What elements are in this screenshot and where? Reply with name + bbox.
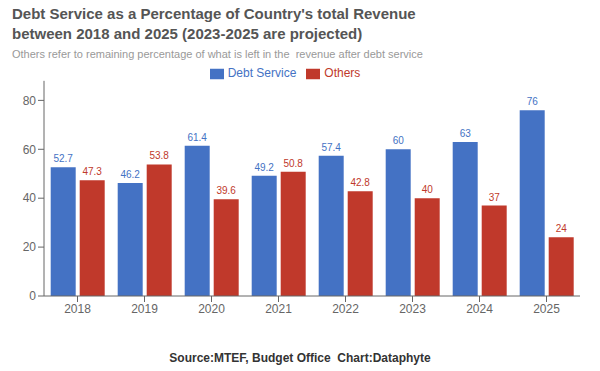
svg-text:2022: 2022 bbox=[332, 302, 359, 316]
svg-text:40: 40 bbox=[422, 184, 434, 195]
html-text:between 2018 and 2025 (2023-20: between 2018 and 2025 (2023-2025 are pro… bbox=[12, 25, 363, 42]
svg-text:63: 63 bbox=[460, 128, 472, 139]
svg-text:57.4: 57.4 bbox=[321, 142, 341, 153]
svg-text:37: 37 bbox=[489, 192, 501, 203]
svg-text:46.2: 46.2 bbox=[120, 169, 140, 180]
svg-text:42.8: 42.8 bbox=[350, 177, 370, 188]
html-text:Debt Service as a Percentage o: Debt Service as a Percentage of Country'… bbox=[12, 5, 416, 22]
svg-text:60: 60 bbox=[393, 135, 405, 146]
svg-text:40: 40 bbox=[23, 191, 37, 205]
svg-text:24: 24 bbox=[556, 223, 568, 234]
svg-text:50.8: 50.8 bbox=[283, 158, 303, 169]
svg-text:2018: 2018 bbox=[64, 302, 91, 316]
svg-text:2021: 2021 bbox=[265, 302, 292, 316]
svg-text:2020: 2020 bbox=[198, 302, 225, 316]
svg-text:39.6: 39.6 bbox=[216, 185, 236, 196]
svg-text:0: 0 bbox=[29, 289, 36, 303]
html-text:Others: Others bbox=[324, 66, 361, 80]
html-text:Debt Service: Debt Service bbox=[227, 66, 297, 80]
svg-text:2019: 2019 bbox=[131, 302, 158, 316]
svg-text:61.4: 61.4 bbox=[187, 132, 207, 143]
svg-text:76: 76 bbox=[527, 96, 539, 107]
svg-text:20: 20 bbox=[23, 240, 37, 254]
svg-text:52.7: 52.7 bbox=[53, 153, 73, 164]
html-text:Others refer to remaining perc: Others refer to remaining percentage of … bbox=[12, 48, 423, 60]
svg-text:2025: 2025 bbox=[533, 302, 560, 316]
svg-text:80: 80 bbox=[23, 94, 37, 108]
svg-text:53.8: 53.8 bbox=[149, 150, 169, 161]
svg-text:47.3: 47.3 bbox=[82, 166, 102, 177]
svg-text:2023: 2023 bbox=[399, 302, 426, 316]
svg-text:2024: 2024 bbox=[466, 302, 493, 316]
svg-text:60: 60 bbox=[23, 143, 37, 157]
html-text:Source:MTEF, Budget Office Cha: Source:MTEF, Budget Office Chart:Dataphy… bbox=[169, 351, 431, 365]
svg-text:49.2: 49.2 bbox=[254, 162, 274, 173]
